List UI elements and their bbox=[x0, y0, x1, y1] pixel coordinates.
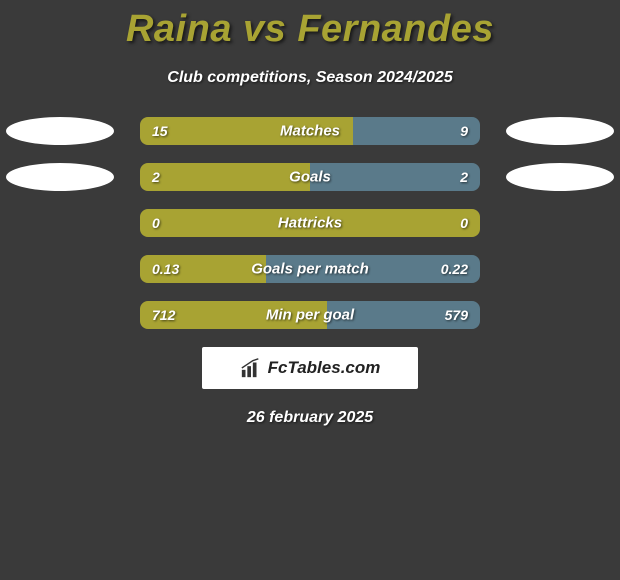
stat-bar: 15 9 Matches bbox=[140, 117, 480, 145]
stat-left-value: 2 bbox=[152, 169, 160, 185]
stat-row: 0.13 0.22 Goals per match bbox=[0, 255, 620, 283]
stat-bar: 712 579 Min per goal bbox=[140, 301, 480, 329]
stat-row: 712 579 Min per goal bbox=[0, 301, 620, 329]
stat-right-value: 0.22 bbox=[441, 261, 468, 277]
stat-bar: 0.13 0.22 Goals per match bbox=[140, 255, 480, 283]
stat-right-value: 579 bbox=[445, 307, 468, 323]
bar-chart-icon bbox=[240, 357, 262, 379]
stat-row: 15 9 Matches bbox=[0, 117, 620, 145]
stat-left-value: 712 bbox=[152, 307, 175, 323]
stat-label: Hattricks bbox=[278, 215, 342, 232]
stat-label: Min per goal bbox=[266, 307, 354, 324]
stat-row: 2 2 Goals bbox=[0, 163, 620, 191]
stat-row: 0 0 Hattricks bbox=[0, 209, 620, 237]
stat-left-value: 15 bbox=[152, 123, 168, 139]
right-ellipse bbox=[506, 117, 614, 145]
stat-right-value: 0 bbox=[460, 215, 468, 231]
subtitle: Club competitions, Season 2024/2025 bbox=[0, 69, 620, 87]
stat-label: Goals bbox=[289, 169, 331, 186]
stat-left-value: 0 bbox=[152, 215, 160, 231]
stat-label: Matches bbox=[280, 123, 340, 140]
right-ellipse bbox=[506, 163, 614, 191]
left-ellipse bbox=[6, 117, 114, 145]
stat-right-value: 9 bbox=[460, 123, 468, 139]
stat-left-value: 0.13 bbox=[152, 261, 179, 277]
stat-label: Goals per match bbox=[251, 261, 369, 278]
left-ellipse bbox=[6, 163, 114, 191]
logo-text: FcTables.com bbox=[268, 358, 381, 378]
date-label: 26 february 2025 bbox=[0, 409, 620, 427]
bar-right-fill bbox=[310, 163, 480, 191]
comparison-chart: 15 9 Matches 2 2 Goals 0 0 Hattricks 0.13 0.22 Goal… bbox=[0, 117, 620, 329]
stat-right-value: 2 bbox=[460, 169, 468, 185]
stat-bar: 2 2 Goals bbox=[140, 163, 480, 191]
logo-box: FcTables.com bbox=[202, 347, 418, 389]
stat-bar: 0 0 Hattricks bbox=[140, 209, 480, 237]
page-title: Raina vs Fernandes bbox=[0, 0, 620, 51]
bar-left-fill bbox=[140, 163, 310, 191]
